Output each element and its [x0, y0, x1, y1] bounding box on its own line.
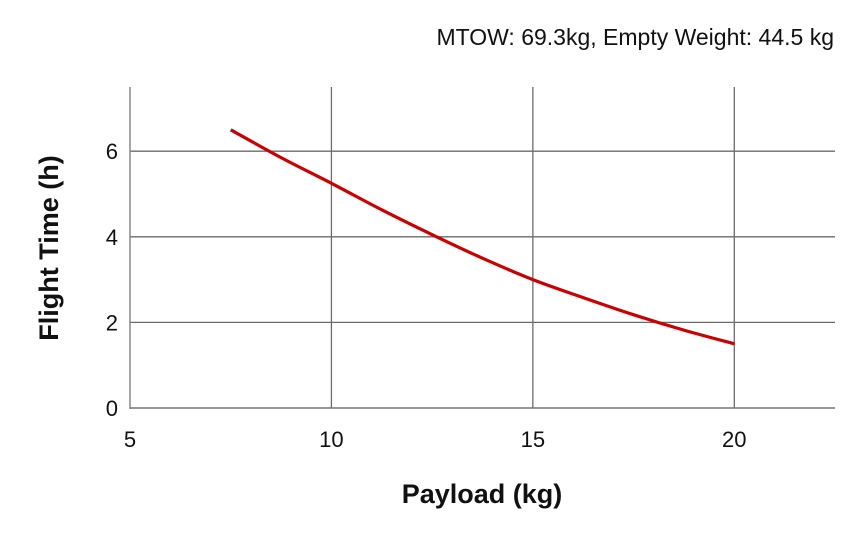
grid-lines [130, 87, 835, 408]
y-tick-label: 2 [106, 310, 118, 335]
y-axis-label: Flight Time (h) [34, 155, 64, 340]
y-tick-label: 4 [106, 225, 118, 250]
x-tick-label: 20 [722, 427, 746, 452]
x-tick-label: 10 [319, 427, 343, 452]
x-axis-label: Payload (kg) [402, 479, 563, 509]
series-line [229, 128, 735, 346]
tick-labels: 5 10 15 20 0 2 4 6 [106, 139, 747, 452]
x-tick-label: 15 [521, 427, 545, 452]
data-series [229, 128, 735, 346]
axes [129, 87, 835, 409]
y-tick-label: 0 [106, 396, 118, 421]
chart-subtitle: MTOW: 69.3kg, Empty Weight: 44.5 kg [436, 24, 834, 50]
x-tick-label: 5 [124, 427, 136, 452]
y-tick-label: 6 [106, 139, 118, 164]
